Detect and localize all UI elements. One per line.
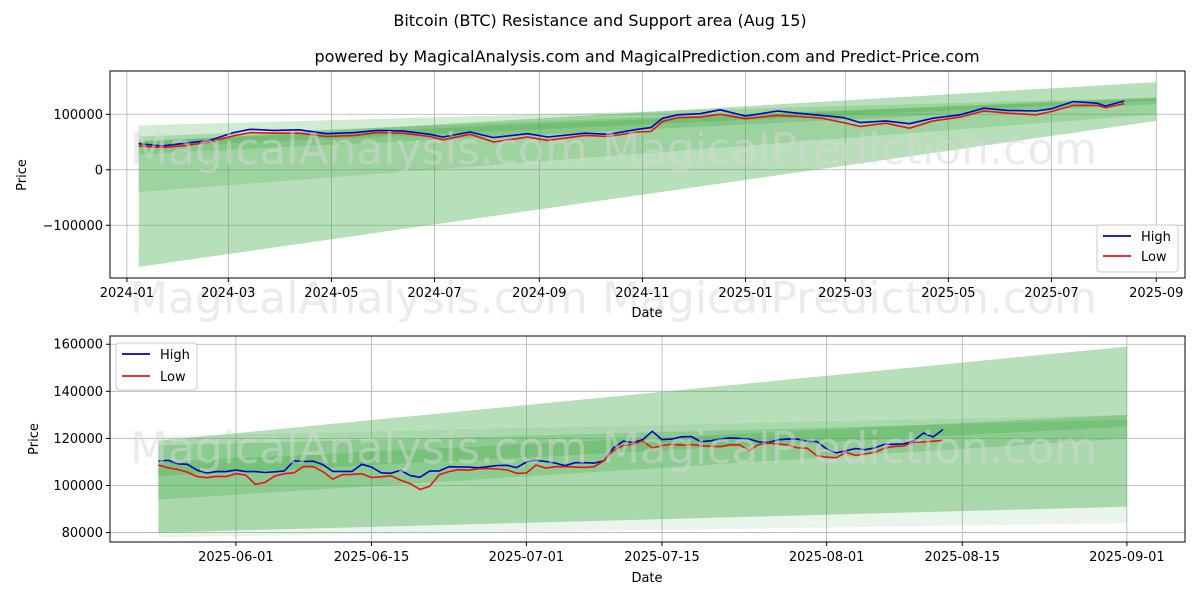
top-xtick-label: 2025-03 [818, 286, 872, 301]
top-xtick-label: 2025-07 [1024, 286, 1078, 301]
top-xtick-label: 2024-09 [512, 286, 566, 301]
top-watermark-right: MagicalPrediction.com [602, 124, 1097, 175]
top-chart: MagicalAnalysis.com MagicalPrediction.co… [15, 70, 1186, 324]
bottom-xtick-label: 2025-06-15 [334, 550, 410, 565]
bottom-band-3 [158, 414, 1127, 477]
bottom-xtick-label: 2025-06-01 [198, 550, 274, 565]
bottom-ytick-label: 100000 [53, 479, 103, 494]
bottom-chart-xlabel: Date [631, 571, 662, 586]
bottom-watermark-right: MagicalPrediction.com [602, 423, 1097, 474]
top-ytick-label: −100000 [42, 219, 103, 234]
top-legend-low-label: Low [1141, 250, 1167, 265]
bottom-xtick-label: 2025-08-15 [924, 550, 1000, 565]
top-xtick-label: 2024-03 [201, 286, 255, 301]
bottom-chart-legend: High Low [115, 342, 198, 391]
bottom-watermark-left: MagicalAnalysis.com [130, 423, 588, 474]
top-ytick-label: 100000 [53, 108, 103, 123]
top-chart-legend: High Low [1096, 224, 1179, 273]
bottom-chart: MagicalAnalysis.com MagicalPrediction.co… [27, 335, 1186, 586]
top-series-high-line [138, 100, 1125, 147]
bottom-chart-yticks: 80000 100000 120000 140000 160000 [53, 338, 110, 541]
top-series-low-line [138, 102, 1125, 149]
top-xtick-label: 2025-09 [1129, 286, 1183, 301]
bottom-xtick-label: 2025-08-01 [789, 550, 865, 565]
top-band-2 [138, 98, 1157, 155]
bottom-chart-lines [158, 428, 944, 491]
bottom-xtick-label: 2025-07-15 [624, 550, 700, 565]
top-chart-watermarks: MagicalAnalysis.com MagicalPrediction.co… [130, 124, 1097, 324]
bottom-chart-watermarks: MagicalAnalysis.com MagicalPrediction.co… [130, 423, 1097, 474]
bottom-legend-high-label: High [160, 348, 190, 363]
top-chart-frame [109, 70, 1186, 279]
top-xtick-label: 2024-01 [100, 286, 154, 301]
top-chart-xticks: 2024-01 2024-03 2024-05 2024-07 2024-09 2024-… [100, 278, 1183, 301]
top-chart-ylabel: Price [15, 159, 30, 191]
top-xtick-label: 2025-05 [921, 286, 975, 301]
top-xtick-label: 2024-11 [615, 286, 669, 301]
top-watermark-left-2: MagicalAnalysis.com [130, 273, 588, 324]
top-watermark-left: MagicalAnalysis.com [130, 124, 588, 175]
bottom-ytick-label: 120000 [53, 432, 103, 447]
bottom-ytick-label: 140000 [53, 385, 103, 400]
top-chart-xlabel: Date [631, 306, 662, 321]
top-watermark-right-2: MagicalPrediction.com [602, 273, 1097, 324]
top-band-1 [138, 97, 1157, 192]
bottom-legend-low-label: Low [160, 370, 186, 385]
top-xtick-label: 2024-05 [304, 286, 358, 301]
top-chart-bands [138, 82, 1157, 267]
bottom-band-1 [158, 414, 1127, 538]
top-legend-high-label: High [1141, 230, 1171, 245]
top-chart-lines [138, 100, 1125, 149]
bottom-series-low-line [158, 439, 943, 491]
top-band-0 [138, 82, 1157, 267]
bottom-chart-frame [109, 335, 1186, 543]
bottom-xtick-label: 2025-07-01 [489, 550, 565, 565]
top-chart-yticks: −100000 0 100000 [42, 108, 110, 234]
top-xtick-label: 2025-01 [718, 286, 772, 301]
bottom-ytick-label: 80000 [62, 526, 103, 541]
figure-title: Bitcoin (BTC) Resistance and Support are… [393, 11, 806, 30]
top-band-3 [138, 97, 1157, 148]
bottom-series-high-line [158, 428, 944, 479]
bottom-chart-xticks: 2025-06-01 2025-06-15 2025-07-01 2025-07-15… [198, 542, 1165, 565]
figure-subtitle: powered by MagicalAnalysis.com and Magic… [314, 47, 979, 66]
bottom-ytick-label: 160000 [53, 338, 103, 353]
bottom-xtick-label: 2025-09-01 [1089, 550, 1165, 565]
top-ytick-label: 0 [95, 163, 103, 178]
bottom-chart-gridlines [110, 336, 1185, 542]
bottom-chart-ylabel: Price [27, 423, 42, 455]
top-xtick-label: 2024-07 [407, 286, 461, 301]
